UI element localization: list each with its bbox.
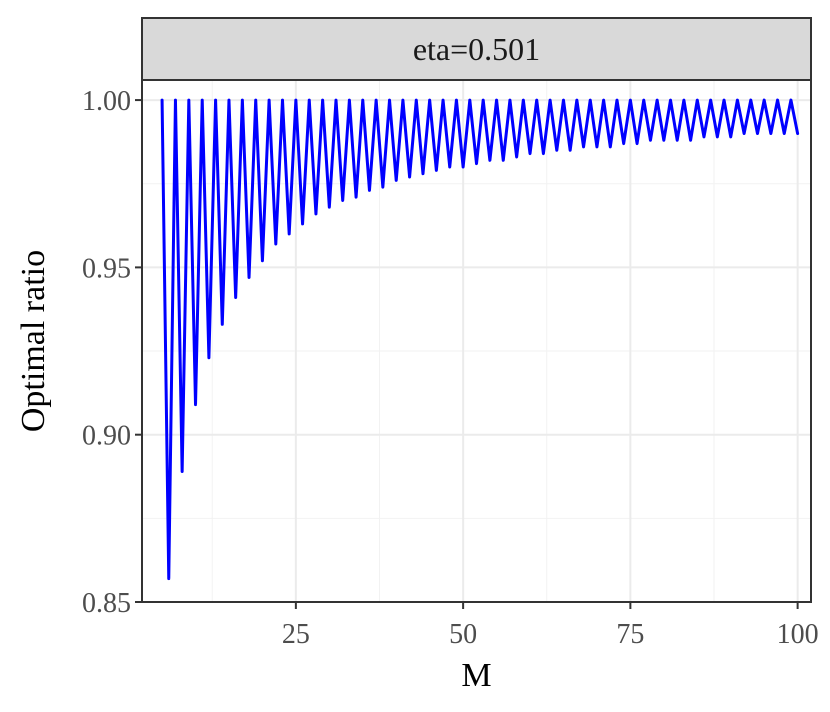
x-axis-title: M — [461, 657, 491, 694]
facet-strip — [141, 17, 812, 81]
x-tick-label: 25 — [282, 619, 310, 650]
y-tick-label: 0.90 — [82, 421, 131, 452]
x-tick-label: 75 — [616, 619, 644, 650]
y-tick-label: 1.00 — [82, 86, 131, 117]
y-tick-label: 0.95 — [82, 253, 131, 284]
y-axis-title: Optimal ratio — [15, 250, 52, 432]
series-line — [160, 98, 800, 581]
major-gridlines — [142, 80, 811, 603]
y-tick-label: 0.85 — [82, 588, 131, 619]
y-axis-ticks: 0.85 0.90 0.95 1.00 — [82, 86, 142, 619]
x-tick-label: 50 — [449, 619, 477, 650]
x-tick-label: 100 — [777, 619, 819, 650]
x-axis-ticks: 25 50 75 100 — [282, 602, 819, 650]
series-layer — [160, 98, 800, 581]
panel-border — [141, 79, 812, 603]
facet-strip-label: eta=0.501 — [413, 31, 540, 67]
